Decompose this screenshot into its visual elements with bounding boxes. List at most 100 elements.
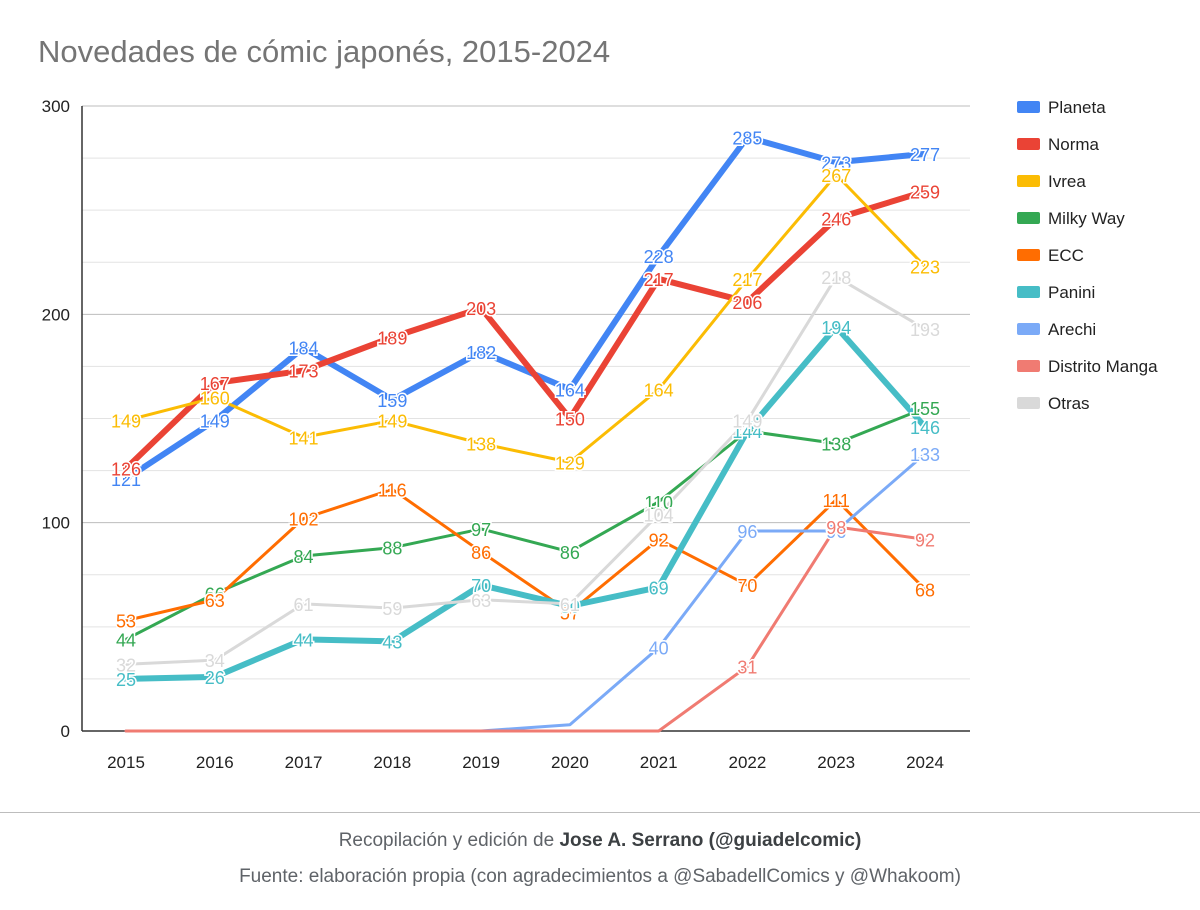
data-label-milky-way: 88 (382, 539, 402, 559)
data-label-ecc: 57 (560, 603, 580, 623)
legend-swatch-ecc (1017, 249, 1040, 261)
data-label-norma: 217 (644, 270, 674, 290)
legend-swatch-ivrea (1017, 175, 1040, 187)
data-label-panini: 146 (910, 418, 940, 438)
data-label-planeta: 159 (377, 391, 407, 411)
data-label-ivrea: 138 (466, 435, 496, 455)
legend-swatch-distrito-manga (1017, 360, 1040, 372)
data-label-ecc: 92 (649, 530, 669, 550)
data-label-ivrea: 149 (111, 412, 141, 432)
data-label-norma: 126 (111, 460, 141, 480)
data-label-otras: 32 (116, 655, 136, 675)
data-label-panini: 25 (116, 670, 136, 690)
legend-label-ecc: ECC (1048, 246, 1084, 265)
data-label-panini: 70 (471, 576, 491, 596)
data-label-milky-way: 66 (205, 585, 225, 605)
data-labels: 121 149 184 159 182 164 228 285 273 277 126 167 173 1… (109, 127, 941, 692)
chart-title: Novedades de cómic japonés, 2015-2024 (38, 34, 611, 69)
credit-prefix: Recopilación y edición de (338, 830, 560, 851)
series-line-planeta (123, 134, 928, 482)
data-label-distrito-manga: 92 (915, 530, 935, 550)
x-tick-label: 2020 (551, 753, 589, 772)
data-label-ecc: 53 (116, 612, 136, 632)
data-label-panini: 69 (649, 578, 669, 598)
data-label-otras: 218 (821, 268, 851, 288)
legend-label-distrito-manga: Distrito Manga (1048, 357, 1158, 376)
data-label-ivrea: 160 (200, 389, 230, 409)
legend-label-planeta: Planeta (1048, 98, 1106, 117)
x-tick-label: 2022 (729, 753, 767, 772)
legend-swatch-milky-way (1017, 212, 1040, 224)
y-tick-label: 200 (42, 305, 70, 324)
data-label-milky-way: 84 (294, 547, 314, 567)
data-label-planeta: 164 (555, 380, 585, 400)
y-tick-label: 0 (61, 722, 70, 741)
y-tick-label: 100 (42, 514, 70, 533)
legend-label-otras: Otras (1048, 394, 1090, 413)
series-line-milky-way (124, 406, 927, 641)
data-label-arechi: 40 (649, 639, 669, 659)
data-label-planeta: 285 (732, 128, 762, 148)
x-tick-label: 2016 (196, 753, 234, 772)
data-label-milky-way: 155 (910, 399, 940, 419)
data-label-ivrea: 141 (289, 428, 319, 448)
data-label-planeta: 149 (200, 412, 230, 432)
data-label-planeta: 228 (644, 247, 674, 267)
data-label-panini: 26 (205, 668, 225, 688)
data-label-ecc: 86 (471, 543, 491, 563)
data-label-milky-way: 138 (821, 435, 851, 455)
data-label-panini: 44 (294, 630, 314, 650)
x-tick-label: 2024 (906, 753, 944, 772)
line-chart: 0 100 200 300 2015 2016 2017 2018 2019 2020 2021 20… (42, 97, 1159, 772)
legend-swatch-panini (1017, 286, 1040, 298)
data-label-panini: 194 (821, 318, 851, 338)
data-label-ecc: 63 (205, 591, 225, 611)
data-label-norma: 259 (910, 182, 940, 202)
data-label-otras: 63 (471, 591, 491, 611)
series-line-otras (124, 275, 927, 666)
data-label-distrito-manga: 31 (737, 657, 757, 677)
data-label-milky-way: 97 (471, 520, 491, 540)
x-tick-label: 2018 (373, 753, 411, 772)
data-label-distrito-manga: 98 (826, 518, 846, 538)
data-label-ivrea: 164 (644, 380, 674, 400)
y-tick-label: 300 (42, 97, 70, 116)
data-label-ivrea: 223 (910, 257, 940, 277)
data-label-norma: 150 (555, 410, 585, 430)
data-label-planeta: 277 (910, 145, 940, 165)
data-label-ecc: 102 (289, 510, 319, 530)
data-label-otras: 61 (294, 595, 314, 615)
legend: Planeta Norma Ivrea Milky Way ECC Panini Arech… (1017, 98, 1158, 413)
legend-swatch-planeta (1017, 101, 1040, 113)
data-label-ecc: 116 (378, 480, 407, 500)
legend-swatch-otras (1017, 397, 1040, 409)
data-label-panini: 60 (560, 597, 580, 617)
data-label-ecc: 68 (915, 580, 935, 600)
series-line-norma (123, 188, 928, 472)
x-tick-label: 2015 (107, 753, 145, 772)
x-tick-label: 2021 (640, 753, 678, 772)
source-line: Fuente: elaboración propia (con agradeci… (239, 866, 961, 887)
credit-line: Recopilación y edición de Jose A. Serran… (0, 830, 1200, 852)
data-label-arechi: 96 (737, 522, 757, 542)
data-label-ivrea: 129 (555, 453, 585, 473)
gridlines (82, 105, 970, 732)
legend-label-arechi: Arechi (1048, 320, 1096, 339)
credit-author: Jose A. Serrano (@guiadelcomic) (559, 830, 862, 851)
legend-swatch-norma (1017, 138, 1040, 150)
data-label-arechi: 96 (826, 522, 846, 542)
x-tick-label: 2019 (462, 753, 500, 772)
data-label-planeta: 273 (821, 153, 851, 173)
data-label-planeta: 184 (289, 339, 319, 359)
data-label-ivrea: 267 (821, 166, 851, 186)
data-label-norma: 189 (377, 328, 407, 348)
data-label-milky-way: 110 (644, 493, 673, 513)
legend-label-ivrea: Ivrea (1048, 172, 1086, 191)
series-lines (123, 134, 928, 733)
data-label-planeta: 182 (466, 343, 496, 363)
data-label-norma: 246 (821, 210, 851, 230)
data-label-otras: 34 (205, 651, 225, 671)
series-line-panini (123, 323, 928, 682)
data-label-panini: 43 (382, 632, 402, 652)
legend-label-panini: Panini (1048, 283, 1095, 302)
